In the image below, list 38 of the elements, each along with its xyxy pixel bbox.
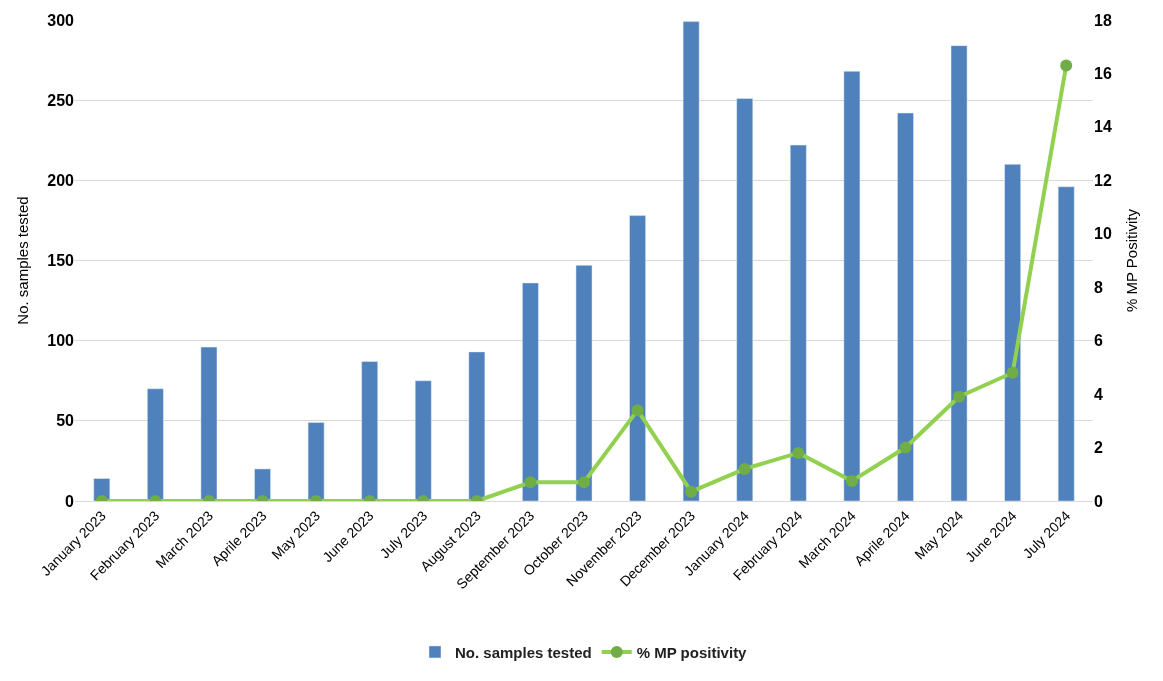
- y2-tick-label: 10: [1094, 225, 1112, 243]
- bar: [1057, 186, 1075, 501]
- y2-tick-label: 18: [1094, 11, 1112, 29]
- legend-label: % MP positivity: [636, 643, 748, 661]
- y2-tick-label: 16: [1094, 65, 1112, 83]
- y-tick-label: 0: [65, 492, 75, 510]
- bar: [147, 388, 164, 501]
- bar: [307, 422, 325, 501]
- bar: [522, 282, 539, 501]
- bar: [575, 265, 593, 501]
- y2-tick-label: 8: [1094, 278, 1103, 296]
- y-tick-label: 150: [47, 252, 75, 270]
- y2-tick-label: 4: [1094, 385, 1103, 403]
- y-tick-label: 200: [47, 171, 75, 189]
- bar: [629, 215, 646, 501]
- bar: [414, 380, 432, 501]
- bar: [950, 45, 968, 501]
- y2-tick-label: 14: [1094, 118, 1112, 136]
- bar: [736, 98, 754, 501]
- bar: [897, 112, 914, 501]
- bar: [682, 21, 700, 501]
- bar: [1004, 164, 1021, 501]
- y2-axis-title: % MP Positivity: [1122, 208, 1140, 313]
- y2-tick-label: 0: [1094, 492, 1103, 510]
- bar: [468, 351, 486, 501]
- y-tick-label: 250: [47, 91, 75, 109]
- y2-tick-label: 6: [1094, 332, 1103, 350]
- y2-tick-label: 12: [1094, 171, 1112, 189]
- y-tick-label: 50: [56, 412, 75, 430]
- legend-label: No. samples tested: [455, 643, 592, 661]
- bar: [790, 144, 807, 501]
- y2-tick-label: 2: [1094, 439, 1103, 457]
- y-tick-label: 100: [47, 332, 75, 350]
- bar: [843, 71, 861, 501]
- bar: [361, 361, 378, 501]
- y-axis-title: No. samples tested: [13, 196, 31, 325]
- bar: [200, 346, 218, 501]
- y-tick-label: 300: [47, 11, 75, 29]
